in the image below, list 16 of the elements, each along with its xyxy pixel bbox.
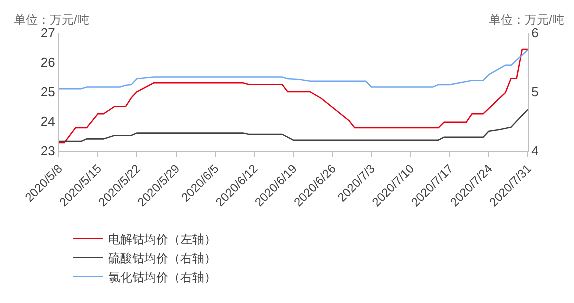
y2-axis-title: 单位：万元/吨 <box>489 13 564 27</box>
y2-tick-label: 5 <box>532 84 539 100</box>
y-tick-label: 25 <box>40 84 56 100</box>
y-axis-title: 单位：万元/吨 <box>14 13 90 27</box>
legend-label: 电解钴均价（左轴） <box>108 232 216 246</box>
y-tick-label: 27 <box>40 26 56 41</box>
line-series <box>59 49 528 90</box>
y2-tick-label: 4 <box>532 144 539 159</box>
legend-label: 氯化钴均价（右轴） <box>108 270 216 284</box>
line-series <box>59 109 528 142</box>
y2-tick-label: 6 <box>532 26 539 41</box>
y-tick-label: 24 <box>40 114 56 130</box>
legend-label: 硫酸钴均价（右轴） <box>108 251 216 266</box>
y-tick-label: 23 <box>40 144 56 159</box>
line-series <box>59 48 528 144</box>
y-tick-label: 26 <box>40 55 56 70</box>
